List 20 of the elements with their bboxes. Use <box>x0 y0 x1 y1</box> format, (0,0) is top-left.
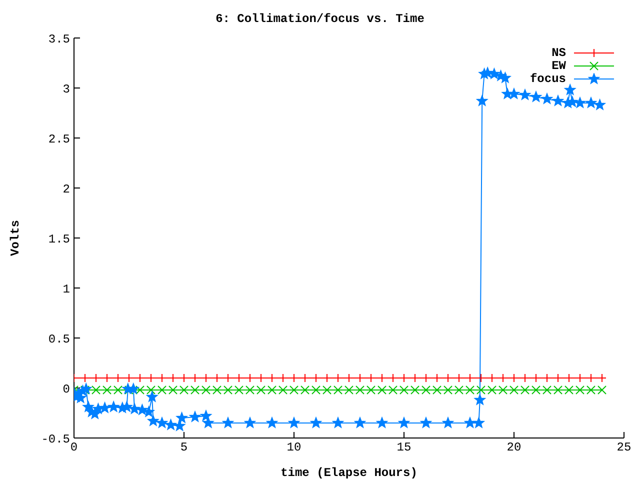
y-tick-label: 3 <box>62 82 70 96</box>
y-tick-label: 0.5 <box>48 332 70 346</box>
chart-title: 6: Collimation/focus vs. Time <box>214 12 426 26</box>
y-tick-label: -0.5 <box>41 432 70 446</box>
y-tick-label: 2 <box>62 182 70 196</box>
x-tick-label: 25 <box>616 440 632 455</box>
x-tick-label: 15 <box>396 440 412 455</box>
x-tick-label: 10 <box>286 440 302 455</box>
legend-label: focus <box>530 72 566 86</box>
x-tick-label: 20 <box>506 440 522 455</box>
legend-label: EW <box>552 58 566 72</box>
y-tick-label: 2.5 <box>48 132 70 146</box>
y-tick-label: 1.5 <box>48 232 70 246</box>
x-axis-title: time (Elapse Hours) <box>280 466 418 480</box>
x-tick-label: 5 <box>180 440 188 455</box>
legend-label: NS <box>552 46 566 60</box>
y-tick-label: 1 <box>62 282 70 296</box>
y-tick-label: 3.5 <box>48 32 70 46</box>
y-tick-label: 0 <box>62 382 70 396</box>
y-axis-title: Volts <box>8 220 22 256</box>
